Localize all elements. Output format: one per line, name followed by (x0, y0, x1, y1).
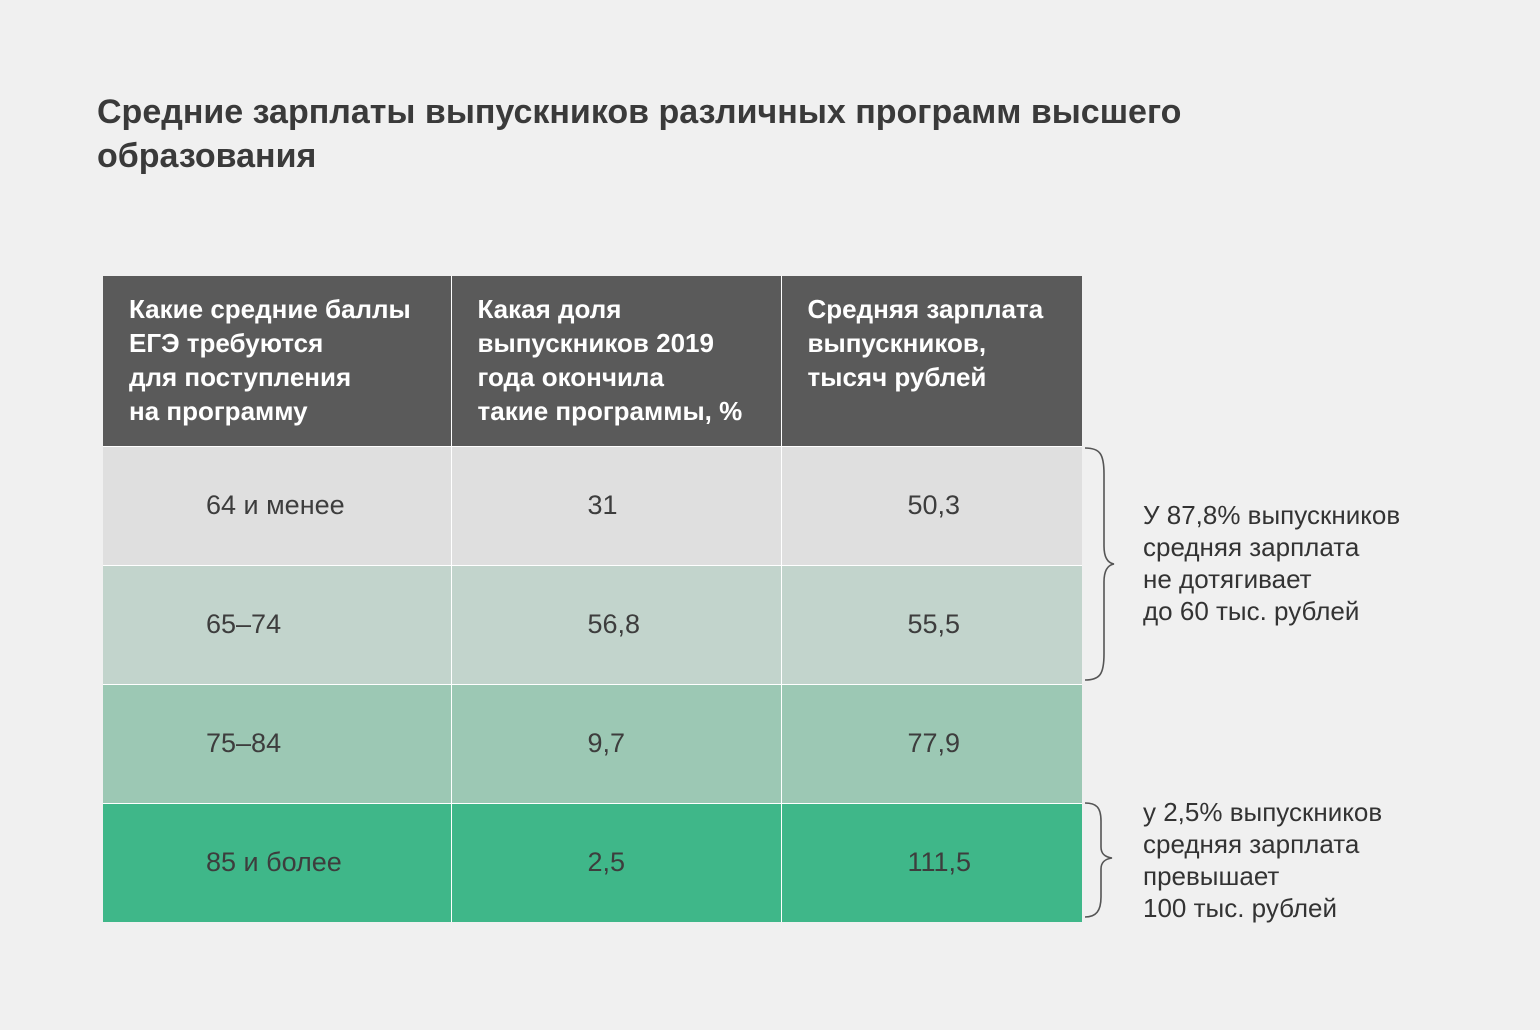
header-line: Какая доля (477, 294, 622, 324)
brace-high-path (1084, 802, 1113, 918)
header-line: года окончила (477, 362, 664, 392)
header-share: Какая доля выпускников 2019 года окончил… (450, 276, 782, 446)
cell-score: 75–84 (103, 683, 452, 803)
header-line: выпускников, (807, 328, 987, 358)
annotation-line: средняя зарплата (1143, 532, 1360, 562)
header-score: Какие средние баллы ЕГЭ требуются для по… (103, 276, 452, 446)
cell-score: 64 и менее (103, 445, 452, 565)
header-line: ЕГЭ требуются (129, 328, 324, 358)
annotation-low-salary: У 87,8% выпускников средняя зарплата не … (1143, 499, 1473, 627)
cell-score: 85 и более (103, 802, 452, 922)
cell-salary: 77,9 (780, 683, 1082, 803)
header-line: такие программы, % (477, 396, 743, 426)
cell-salary: 50,3 (780, 445, 1082, 565)
cell-share: 2,5 (450, 802, 782, 922)
brace-high-salary (1084, 802, 1113, 918)
cell-salary: 111,5 (780, 802, 1082, 922)
cell-score: 65–74 (103, 564, 452, 684)
cell-share: 56,8 (450, 564, 782, 684)
annotation-line: до 60 тыс. рублей (1143, 596, 1360, 626)
brace-low-path (1084, 447, 1115, 681)
header-line: Какие средние баллы (129, 294, 411, 324)
cell-salary: 55,5 (780, 564, 1082, 684)
annotation-high-salary: у 2,5% выпускников средняя зарплата прев… (1143, 796, 1473, 924)
header-line: Средняя зарплата (807, 294, 1044, 324)
brace-low-salary (1084, 447, 1115, 681)
annotation-line: у 2,5% выпускников (1143, 797, 1383, 827)
chart-title: Средние зарплаты выпускников различных п… (97, 93, 1182, 175)
table-header-row: Какие средние баллы ЕГЭ требуются для по… (103, 276, 1082, 446)
header-line: для поступления (129, 362, 352, 392)
header-line: выпускников 2019 (477, 328, 714, 358)
salary-table: Какие средние баллы ЕГЭ требуются для по… (103, 276, 1082, 922)
header-salary: Средняя зарплата выпускников, тысяч рубл… (780, 276, 1082, 446)
cell-share: 9,7 (450, 683, 782, 803)
header-line: на программу (129, 396, 308, 426)
annotation-line: не дотягивает (1143, 564, 1312, 594)
annotation-line: У 87,8% выпускников (1143, 500, 1401, 530)
annotation-line: 100 тыс. рублей (1143, 893, 1337, 923)
annotation-line: средняя зарплата (1143, 829, 1360, 859)
table-row: 75–84 9,7 77,9 (103, 683, 1082, 803)
table-row: 65–74 56,8 55,5 (103, 564, 1082, 684)
header-line: тысяч рублей (807, 362, 987, 392)
annotation-line: превышает (1143, 861, 1280, 891)
cell-share: 31 (450, 445, 782, 565)
table-row: 85 и более 2,5 111,5 (103, 802, 1082, 922)
table-row: 64 и менее 31 50,3 (103, 445, 1082, 565)
